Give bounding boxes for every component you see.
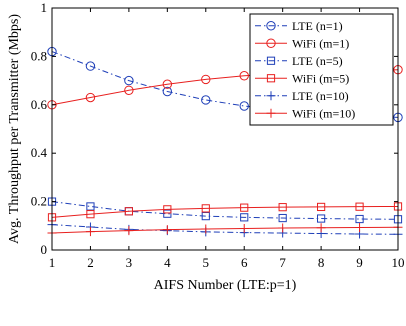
data-point <box>124 75 134 86</box>
x-tick-label: 2 <box>87 255 94 270</box>
legend-box <box>249 13 394 126</box>
legend-item: WiFi (m=5) <box>255 71 349 85</box>
series-line <box>51 201 399 220</box>
x-tick-label: 5 <box>203 255 210 270</box>
data-point <box>317 202 326 212</box>
x-axis-label: AIFS Number (LTE:p=1) <box>154 278 297 293</box>
legend-label: LTE (n=10) <box>292 89 349 103</box>
data-point <box>278 203 287 212</box>
y-tick-label: 0 <box>41 242 48 257</box>
legend-item: LTE (n=10) <box>255 89 349 103</box>
data-point <box>278 213 287 223</box>
data-point <box>162 225 172 235</box>
data-point <box>162 79 173 89</box>
legend-swatch-marker <box>266 56 276 65</box>
legend-item: WiFi (m=1) <box>255 36 349 50</box>
x-tick-label: 9 <box>356 255 363 270</box>
data-point <box>86 210 95 219</box>
data-point <box>201 95 211 105</box>
series-3 <box>47 202 403 222</box>
data-point <box>162 86 173 97</box>
series-4 <box>47 220 403 239</box>
legend-label: WiFi (m=1) <box>292 36 349 50</box>
legend-item: WiFi (m=10) <box>255 106 355 120</box>
data-point <box>239 101 249 111</box>
legend-swatch-marker <box>266 74 276 83</box>
data-point <box>355 222 365 232</box>
series-line <box>51 205 399 218</box>
series-2 <box>47 197 403 224</box>
data-point <box>316 223 326 233</box>
legend-swatch-marker <box>266 38 276 48</box>
legend-item: LTE (n=1) <box>255 19 343 33</box>
data-point <box>163 205 172 214</box>
y-tick-label: 0.2 <box>31 194 47 209</box>
x-tick-label: 7 <box>279 255 286 270</box>
data-point <box>201 212 210 221</box>
legend-label: LTE (n=5) <box>292 54 343 68</box>
y-tick-label: 0.8 <box>31 48 47 63</box>
data-point <box>355 214 364 224</box>
series-line <box>51 226 399 234</box>
data-point <box>355 202 364 211</box>
data-point <box>201 74 211 85</box>
y-axis-label: Avg. Throughput per Transmitter (Mbps) <box>7 14 22 244</box>
series-line <box>51 51 399 118</box>
legend-swatch-marker <box>266 91 276 101</box>
data-point <box>86 202 95 211</box>
legend-item: LTE (n=5) <box>255 54 343 68</box>
y-tick-label: 0.6 <box>31 97 48 112</box>
data-point <box>239 223 249 233</box>
data-point <box>278 223 288 233</box>
data-point <box>201 204 210 213</box>
y-tick-label: 0.4 <box>31 145 48 160</box>
data-point <box>317 214 326 223</box>
data-point <box>124 207 133 216</box>
x-tick-label: 1 <box>49 255 56 270</box>
legend-swatch-marker <box>266 108 276 118</box>
data-point <box>239 71 249 81</box>
plot-frame <box>51 7 399 251</box>
legend: LTE (n=1) WiFi (m=1) LTE (n=5) WiFi (m=5) LT… <box>249 13 394 126</box>
y-tick-label: 1 <box>41 0 48 15</box>
legend-swatch-marker <box>266 21 276 31</box>
legend-label: LTE (n=1) <box>292 19 343 33</box>
data-point <box>201 224 211 234</box>
data-point <box>85 61 96 71</box>
ticks-layer: 1 2 3 4 5 6 7 8 9 10 0 0.2 0.4 0.6 0.8 1 <box>31 0 405 270</box>
data-point <box>85 92 96 103</box>
series-line <box>51 224 399 235</box>
legend-label: WiFi (m=5) <box>292 71 349 85</box>
x-tick-label: 4 <box>164 255 171 270</box>
series-5 <box>47 222 403 238</box>
data-point <box>240 203 249 212</box>
data-point <box>124 226 134 236</box>
data-point <box>124 85 134 95</box>
x-tick-label: 6 <box>241 255 248 270</box>
data-point <box>85 227 95 237</box>
legend-label: WiFi (m=10) <box>292 106 355 120</box>
x-tick-label: 8 <box>318 255 325 270</box>
data-point <box>240 213 249 222</box>
data-point <box>163 209 172 218</box>
x-tick-label: 3 <box>126 255 133 270</box>
x-tick-label: 10 <box>392 255 405 270</box>
